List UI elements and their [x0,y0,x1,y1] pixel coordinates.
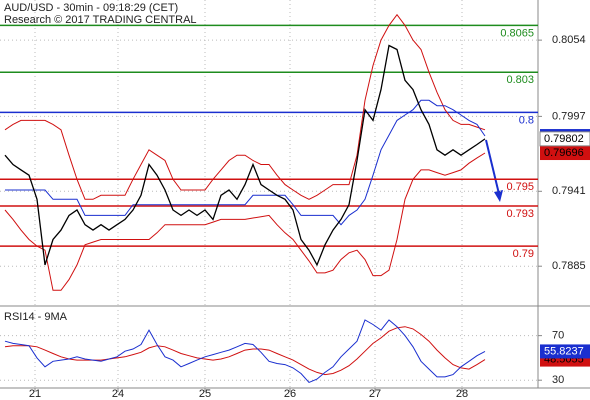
x-tick-label: 24 [112,388,124,400]
y-tick-label: 0.7997 [552,110,586,122]
chart-title: AUD/USD - 30min - 09:18:29 (CET) [4,2,178,14]
level-label: 0.8 [519,114,534,126]
x-tick-label: 21 [29,388,41,400]
level-label: 0.8065 [500,27,534,39]
y-tick-label: 30 [552,374,564,386]
price-tag-label: 0.79696 [544,147,584,159]
y-tick-label: 0.7885 [552,260,586,272]
y-tick-label: 70 [552,330,564,342]
price-tag [539,131,590,147]
level-label: 0.803 [506,74,534,86]
series-line [4,152,486,291]
y-tick-label: 0.8054 [552,34,586,46]
x-tick-label: 27 [369,388,381,400]
level-label: 0.79 [513,248,534,260]
price-tag [540,344,590,359]
price-tag-label: 0.79802 [544,133,584,145]
forecast-arrow [485,139,500,195]
level-label: 0.795 [506,181,534,193]
x-tick-label: 25 [199,388,211,400]
level-label: 0.793 [506,208,534,220]
series-line [4,44,486,267]
x-tick-label: 26 [284,388,296,400]
y-tick-label: 0.7941 [552,185,586,197]
series-line [4,326,486,376]
chart-subtitle: Research © 2017 TRADING CENTRAL [4,14,197,26]
price-tag-label: 55.8237 [544,345,584,357]
series-line [5,99,486,226]
forecast-arrowhead [494,190,503,202]
x-tick-label: 28 [456,388,468,400]
series-line [4,13,486,200]
rsi-title: RSI14 - 9MA [4,311,68,323]
price-tag [540,146,590,161]
series-line [4,319,486,383]
